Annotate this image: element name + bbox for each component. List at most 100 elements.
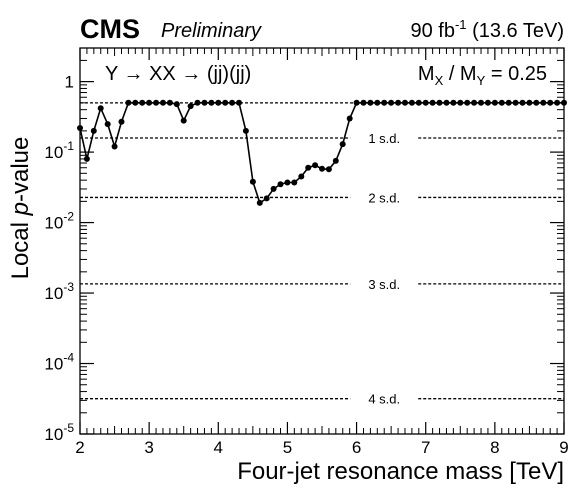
x-axis-title: Four-jet resonance mass [TeV] [237,458,564,485]
data-point [319,165,325,172]
data-point [505,99,512,106]
x-tick-label: 2 [75,438,84,457]
data-point [104,121,111,128]
significance-label: 1 s.d. [368,131,400,146]
data-point [312,162,319,169]
x-tick-label: 8 [490,438,499,457]
data-point [160,99,166,106]
mass-ratio-label: MX / MY = 0.25 [418,63,547,88]
axis-ticks: 2 3 4 5 6 7 8 9 1 10-1 10-2 10-3 10-4 10-5 [44,47,569,457]
x-tick-label: 9 [559,438,568,457]
data-point [554,99,561,106]
data-point [284,179,291,186]
data-point [408,99,415,106]
data-point [97,105,104,112]
data-point [118,118,125,125]
data-point [166,99,173,106]
y-tick-label: 1 [65,73,74,92]
series-line [79,102,564,205]
data-point [90,127,97,134]
data-point [208,99,215,106]
data-point [402,99,408,106]
data-series [77,99,567,206]
data-point [325,166,332,173]
data-point [464,99,471,106]
data-point [305,164,312,171]
data-point [291,179,298,186]
data-point [422,99,429,106]
x-tick-label: 4 [214,438,223,457]
data-point [277,181,284,188]
data-point [395,99,402,106]
data-point [77,125,83,131]
lumi-label: 90 fb-1 (13.6 TeV) [410,17,564,42]
data-point [194,99,201,106]
data-point [270,185,277,192]
data-point [249,178,256,185]
data-point [519,99,526,106]
data-point [533,99,540,106]
data-point [547,99,554,106]
data-point [146,99,153,106]
data-point [374,99,381,106]
data-point [263,195,270,202]
data-point [111,143,118,150]
data-point [139,99,146,106]
data-point [484,99,491,106]
data-point [256,199,263,206]
data-point [450,99,457,106]
x-tick-label: 7 [421,438,430,457]
data-point [457,99,464,106]
data-point [415,99,422,106]
data-point [353,99,360,106]
data-point [298,173,305,180]
data-point [429,99,436,106]
y-tick-label: 10-1 [44,139,74,162]
significance-label: 2 s.d. [368,190,400,205]
data-point [526,99,533,106]
x-tick-label: 6 [352,438,361,457]
experiment-label: CMS [80,14,140,44]
data-point [443,99,450,106]
y-tick-label: 10-5 [44,421,74,444]
data-point [339,141,346,148]
y-tick-label: 10-4 [44,351,74,374]
data-point [367,99,374,106]
data-point [187,103,194,110]
data-point [381,99,388,106]
data-point [332,157,339,164]
y-tick-label: 10-2 [44,210,74,233]
data-point [222,99,229,106]
y-axis-title: Local p-value [7,137,34,280]
y-tick-label: 10-3 [44,280,74,303]
data-point [346,115,353,122]
data-point [132,99,139,106]
significance-label: 4 s.d. [368,392,400,407]
data-point [180,117,187,124]
plot-frame [79,47,565,435]
data-point [471,99,478,106]
data-point [153,99,160,106]
data-point [478,99,484,106]
status-label: Preliminary [161,20,262,42]
data-point [436,99,443,106]
data-point [512,99,519,106]
data-point [540,99,547,106]
process-label: Y → XX → (jj)(jj) [105,63,251,85]
data-point [388,99,395,106]
data-point [201,99,208,106]
data-point [173,101,180,108]
data-point [242,127,249,134]
x-tick-label: 3 [144,438,153,457]
significance-label: 3 s.d. [368,277,400,292]
data-point [360,99,367,106]
data-point [561,99,567,106]
data-point [236,99,242,106]
data-point [215,99,222,106]
significance-lines: 1 s.d. 2 s.d. 3 s.d. 4 s.d. [80,102,564,407]
data-point [229,99,236,106]
data-point [491,99,498,106]
data-point [125,99,132,106]
